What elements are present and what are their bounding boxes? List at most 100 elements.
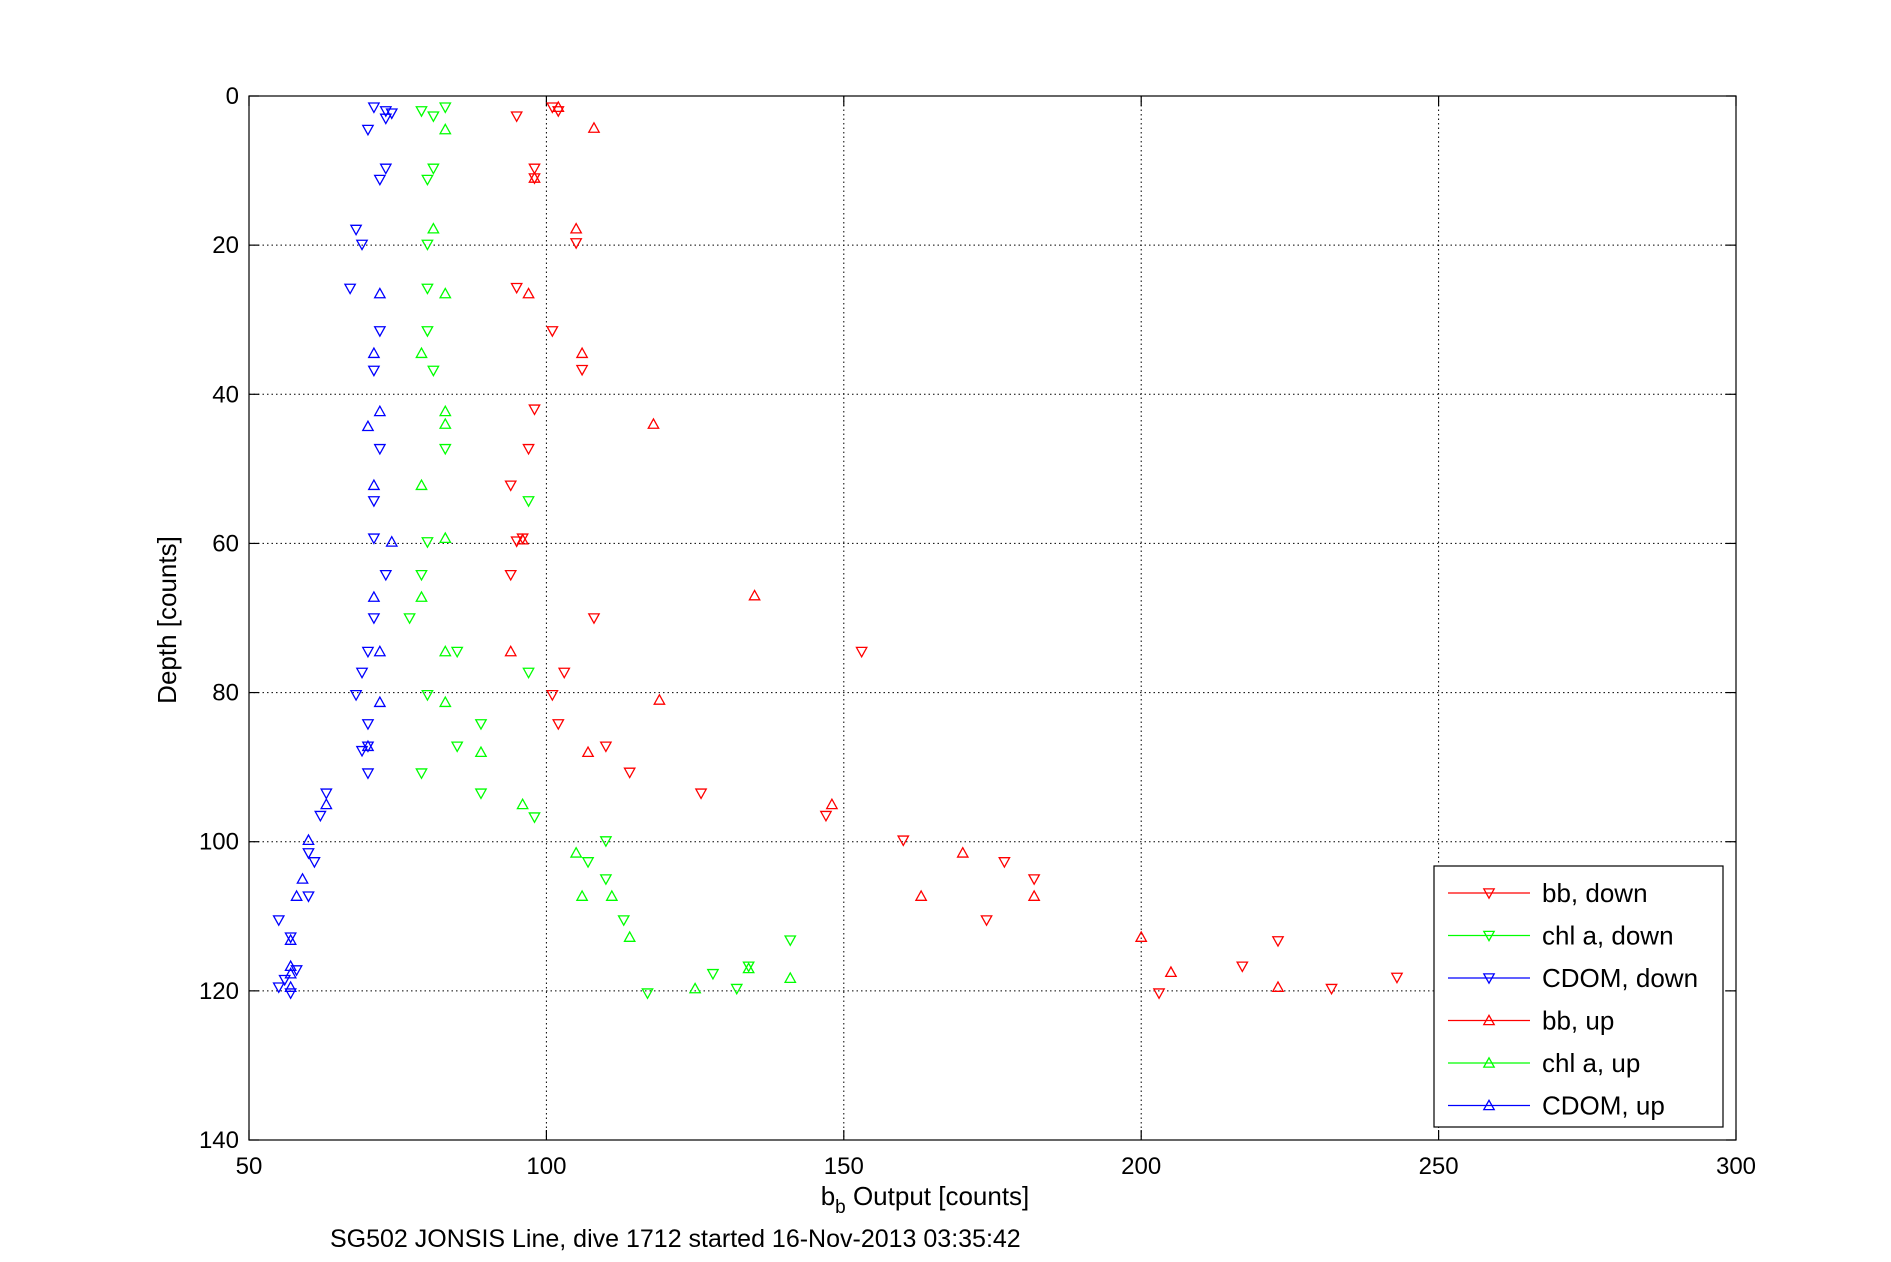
data-point	[474, 788, 488, 800]
legend-label: bb, down	[1542, 878, 1648, 908]
data-point	[361, 124, 375, 137]
data-point	[427, 222, 440, 234]
data-point	[361, 739, 375, 752]
data-point	[284, 932, 297, 944]
data-point	[522, 496, 535, 508]
legend-label: chl a, down	[1542, 921, 1674, 951]
data-point	[450, 646, 464, 659]
data-point	[385, 535, 399, 547]
data-point	[504, 480, 518, 492]
data-point	[355, 239, 369, 251]
data-point	[599, 874, 613, 886]
data-point	[415, 768, 428, 780]
data-point	[421, 283, 434, 295]
x-axis-label-main: b	[821, 1181, 835, 1211]
data-point	[522, 667, 535, 679]
data-point	[522, 287, 535, 299]
data-point	[510, 282, 523, 295]
data-point	[653, 693, 666, 705]
data-point	[438, 404, 452, 417]
data-point	[290, 889, 303, 901]
legend-label: chl a, up	[1542, 1048, 1640, 1078]
data-point	[706, 968, 720, 981]
data-point	[819, 810, 833, 823]
series-4	[415, 123, 797, 994]
data-point	[373, 404, 387, 417]
data-point	[551, 719, 565, 731]
y-tick-label: 40	[212, 381, 239, 408]
data-point	[516, 533, 529, 545]
data-point	[1271, 980, 1285, 992]
data-point	[694, 788, 708, 800]
data-point	[438, 443, 452, 456]
data-point	[855, 646, 868, 659]
data-point	[783, 935, 797, 947]
data-point	[427, 111, 440, 123]
data-point	[302, 833, 315, 846]
data-point	[421, 239, 434, 251]
data-point	[367, 102, 381, 114]
data-point	[551, 100, 565, 112]
data-point	[355, 667, 369, 679]
data-point	[522, 443, 535, 456]
data-point	[581, 745, 595, 758]
data-point	[438, 417, 452, 429]
data-point	[1325, 983, 1338, 996]
data-point	[569, 222, 583, 234]
data-point	[421, 689, 434, 702]
data-point	[1236, 961, 1249, 973]
data-point	[379, 163, 393, 175]
data-point	[1271, 936, 1285, 948]
data-point	[367, 590, 381, 602]
data-point	[415, 106, 428, 118]
data-point	[438, 531, 452, 544]
data-point	[343, 283, 357, 295]
data-point	[302, 891, 315, 903]
data-point	[730, 983, 744, 996]
data-point	[504, 645, 518, 657]
data-point	[415, 346, 428, 359]
data-point	[438, 123, 452, 135]
data-point	[474, 719, 488, 731]
data-point	[575, 346, 589, 359]
x-axis-label-subscript: b	[835, 1197, 846, 1218]
legend-marker	[1482, 1056, 1496, 1068]
y-tick-label: 20	[212, 232, 239, 259]
data-point	[748, 589, 761, 601]
data-point	[415, 590, 428, 602]
data-point	[623, 930, 636, 942]
x-tick-label: 100	[526, 1153, 566, 1180]
data-point	[373, 326, 387, 338]
data-point	[569, 238, 583, 250]
y-tick-label: 120	[199, 978, 239, 1005]
data-point	[438, 102, 452, 114]
data-point	[599, 836, 613, 848]
data-point	[296, 872, 309, 884]
data-point	[367, 533, 381, 545]
data-point	[688, 982, 702, 994]
data-point	[914, 889, 928, 901]
data-point	[641, 988, 654, 1000]
y-axis-label: Depth [counts]	[152, 536, 182, 704]
data-point	[284, 967, 297, 979]
data-point	[504, 569, 518, 582]
legend: bb, down chl a, down CDOM, down bb, up chl a…	[1433, 865, 1724, 1128]
data-point	[1390, 972, 1404, 984]
data-point	[373, 443, 387, 456]
data-point	[272, 982, 286, 994]
data-point	[587, 121, 601, 133]
data-point	[438, 287, 452, 299]
data-point	[415, 478, 428, 491]
data-point	[1027, 874, 1041, 886]
x-tick-label: 50	[236, 1153, 263, 1180]
data-point	[308, 857, 321, 869]
data-point	[581, 857, 595, 869]
data-point	[349, 689, 363, 702]
data-point	[278, 974, 291, 987]
data-point	[742, 961, 755, 974]
legend-label: bb, up	[1542, 1006, 1614, 1036]
data-point	[421, 537, 434, 549]
data-point	[980, 915, 993, 927]
data-point	[528, 163, 541, 175]
